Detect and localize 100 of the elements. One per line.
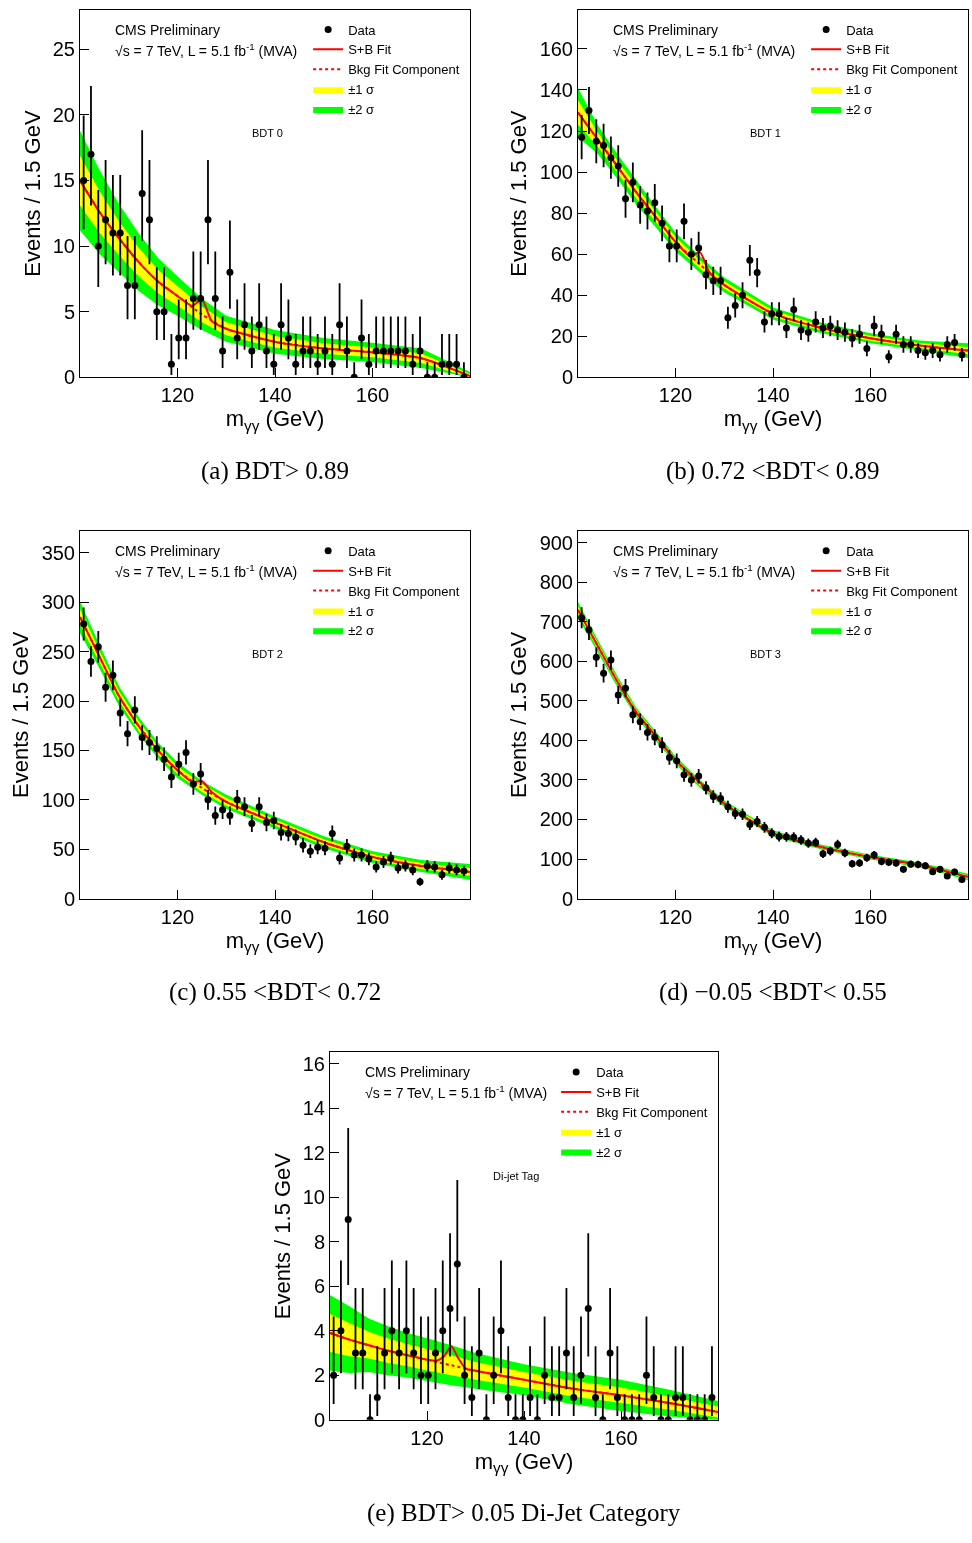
- x-tick-label: 140: [756, 905, 790, 928]
- annotation: BDT 1: [750, 127, 781, 139]
- y-tick-label: 6: [313, 1275, 325, 1298]
- x-tick-label: 120: [410, 1426, 444, 1449]
- annotation: BDT 3: [750, 648, 781, 660]
- x-axis-title: m$_{γγ}$ (GeV): [723, 406, 823, 434]
- legend-label: ±1 σ: [348, 603, 375, 619]
- y-tick-label: 8: [313, 1230, 325, 1253]
- legend-label: Bkg Fit Component: [348, 583, 460, 599]
- x-tick-label: 140: [507, 1426, 541, 1449]
- legend-label: S+B Fit: [846, 563, 890, 579]
- annotation: √s = 7 TeV, L = 5.1 fb$^{-1}$ (MVA): [115, 41, 298, 59]
- annotation: CMS Preliminary: [365, 1064, 471, 1080]
- x-tick-label: 160: [355, 384, 390, 407]
- y-tick-label: 4: [313, 1319, 325, 1342]
- y-tick-label: 100: [539, 161, 573, 184]
- x-tick-label: 120: [658, 905, 693, 928]
- y-tick-label: 160: [539, 37, 573, 60]
- legend-label: Data: [348, 543, 377, 559]
- y-tick-label: 40: [550, 284, 573, 307]
- y-tick-label: 300: [41, 591, 75, 614]
- x-tick-label: 140: [756, 384, 790, 407]
- y-tick-label: 100: [539, 848, 573, 871]
- legend-label: ±1 σ: [348, 82, 375, 98]
- legend-label: S+B Fit: [596, 1084, 640, 1100]
- legend-label: Bkg Fit Component: [846, 583, 958, 599]
- y-tick-label: 120: [539, 120, 573, 143]
- x-tick-label: 160: [853, 384, 888, 407]
- legend-label: S+B Fit: [348, 42, 392, 58]
- y-tick-label: 300: [539, 768, 573, 791]
- y-tick-label: 350: [41, 541, 75, 564]
- y-axis-title: Events / 1.5 GeV: [506, 631, 532, 799]
- y-tick-label: 2: [313, 1364, 325, 1387]
- text: (c) 0.55 <BDT< 0.72: [169, 978, 382, 1006]
- y-tick-label: 10: [302, 1186, 325, 1209]
- y-tick-label: 0: [313, 1408, 325, 1431]
- x-axis-title: m$_{γγ}$ (GeV): [723, 927, 823, 956]
- x-tick-label: 120: [160, 905, 195, 928]
- y-tick-label: 10: [52, 235, 75, 258]
- y-tick-label: 60: [550, 243, 573, 266]
- legend-label: ±2 σ: [348, 102, 375, 118]
- y-tick-label: 14: [302, 1097, 325, 1120]
- annotation: √s = 7 TeV, L = 5.1 fb$^{-1}$ (MVA): [115, 562, 298, 580]
- legend-label: Bkg Fit Component: [348, 62, 460, 78]
- y-tick-label: 0: [561, 366, 573, 389]
- y-axis-title: Events / 1.5 GeV: [506, 110, 532, 277]
- y-tick-label: 16: [302, 1052, 325, 1075]
- annotation: BDT 0: [252, 127, 283, 139]
- y-tick-label: 100: [41, 788, 75, 811]
- legend-label: S+B Fit: [846, 42, 890, 58]
- legend-label: Data: [846, 22, 875, 38]
- annotation: Di-jet Tag: [493, 1170, 540, 1182]
- annotation: √s = 7 TeV, L = 5.1 fb$^{-1}$ (MVA): [613, 41, 796, 59]
- y-axis-title: Events / 1.5 GeV: [19, 110, 45, 277]
- x-tick-label: 120: [658, 384, 693, 407]
- annotation: CMS Preliminary: [115, 543, 221, 559]
- y-tick-label: 400: [539, 729, 573, 752]
- annotation: CMS Preliminary: [115, 22, 221, 38]
- y-tick-label: 20: [52, 103, 75, 126]
- y-tick-label: 80: [550, 202, 573, 225]
- y-tick-label: 700: [539, 610, 573, 633]
- legend-label: ±2 σ: [846, 623, 873, 639]
- y-tick-label: 0: [63, 366, 75, 389]
- x-axis-title: m$_{γγ}$ (GeV): [225, 406, 325, 434]
- y-tick-label: 900: [539, 531, 573, 554]
- legend-label: Data: [348, 22, 377, 38]
- y-tick-label: 25: [52, 38, 75, 61]
- y-tick-label: 500: [539, 689, 573, 712]
- y-axis-title: Events / 1.5 GeV: [8, 631, 34, 799]
- y-tick-label: 50: [52, 838, 75, 861]
- y-tick-label: 200: [41, 690, 75, 713]
- legend-label: Data: [846, 543, 875, 559]
- x-axis-title: m$_{γγ}$ (GeV): [474, 1448, 574, 1477]
- y-axis-title: Events / 1.5 GeV: [269, 1152, 295, 1320]
- legend-label: S+B Fit: [348, 563, 392, 579]
- y-tick-label: 20: [550, 325, 573, 348]
- legend-label: ±1 σ: [596, 1124, 623, 1140]
- legend-label: Bkg Fit Component: [596, 1104, 708, 1120]
- y-tick-label: 0: [63, 887, 75, 910]
- text: (e) BDT> 0.05 Di-Jet Category: [367, 1499, 681, 1527]
- legend-label: ±2 σ: [596, 1144, 623, 1160]
- text: (d) −0.05 <BDT< 0.55: [659, 978, 887, 1006]
- annotation: √s = 7 TeV, L = 5.1 fb$^{-1}$ (MVA): [613, 562, 796, 580]
- x-tick-label: 160: [355, 905, 390, 928]
- text: (a) BDT> 0.89: [201, 457, 350, 485]
- legend-label: Data: [596, 1065, 625, 1081]
- y-tick-label: 5: [63, 300, 75, 323]
- legend-label: Bkg Fit Component: [846, 62, 958, 78]
- y-tick-label: 800: [539, 571, 573, 594]
- annotation: CMS Preliminary: [613, 543, 719, 559]
- legend-label: ±1 σ: [846, 603, 873, 619]
- x-tick-label: 120: [160, 384, 195, 407]
- annotation: √s = 7 TeV, L = 5.1 fb$^{-1}$ (MVA): [365, 1083, 548, 1101]
- y-tick-label: 0: [561, 887, 573, 910]
- y-tick-label: 250: [41, 640, 75, 663]
- y-tick-label: 12: [302, 1141, 325, 1164]
- y-tick-label: 140: [539, 78, 573, 101]
- y-tick-label: 15: [52, 169, 75, 192]
- legend-label: ±2 σ: [846, 102, 873, 118]
- y-tick-label: 150: [41, 739, 75, 762]
